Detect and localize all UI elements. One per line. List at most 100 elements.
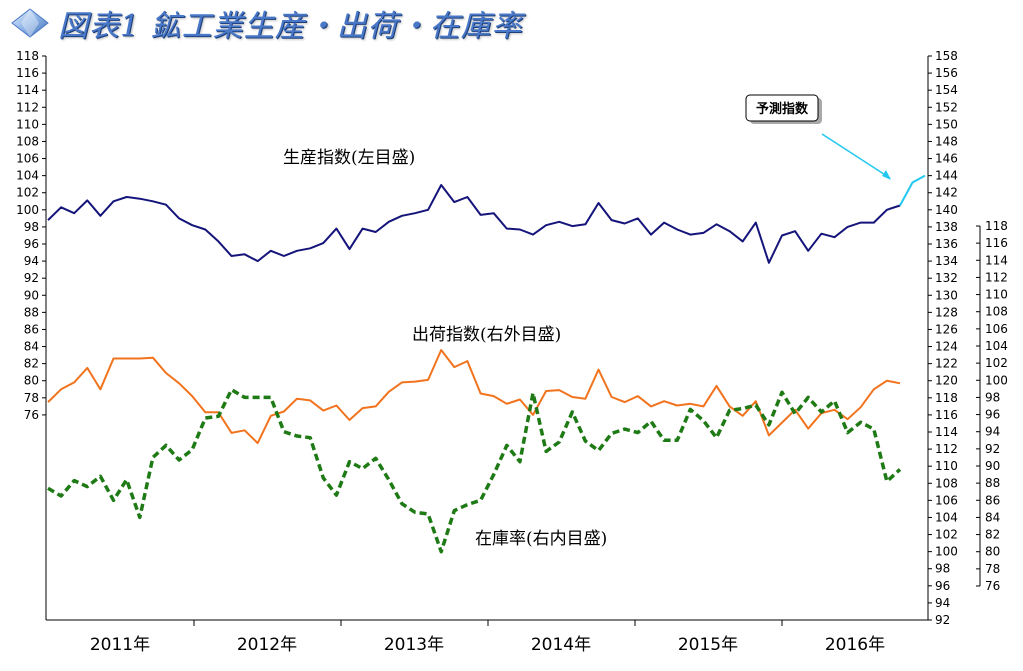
forecast-callout: 予測指数 (745, 94, 891, 180)
right-outer-tick-label: 124 (935, 340, 958, 354)
left-tick-label: 82 (24, 357, 39, 371)
page-title: 図表1 鉱工業生産・出荷・在庫率 (58, 9, 523, 44)
left-tick-label: 76 (24, 408, 39, 422)
right-inner-tick-label: 96 (985, 408, 1000, 422)
right-inner-tick-label: 98 (985, 390, 1000, 404)
right-outer-tick-label: 140 (935, 203, 958, 217)
right-outer-tick-label: 144 (935, 169, 958, 183)
right-outer-tick-label: 132 (935, 271, 958, 285)
x-tick-label: 2013年 (384, 635, 444, 655)
right-inner-tick-label: 76 (985, 579, 1000, 593)
title-bar: 図表1 鉱工業生産・出荷・在庫率 (10, 2, 523, 44)
right-outer-tick-label: 148 (935, 134, 958, 148)
right-inner-tick-label: 94 (985, 425, 1000, 439)
left-tick-label: 90 (24, 288, 39, 302)
left-tick-label: 114 (16, 83, 39, 97)
x-tick-label: 2011年 (90, 635, 150, 655)
x-tick-label: 2015年 (678, 635, 738, 655)
right-outer-tick-label: 100 (935, 545, 958, 559)
left-tick-label: 100 (16, 203, 39, 217)
left-tick-label: 116 (16, 66, 39, 80)
right-inner-tick-label: 100 (985, 373, 1008, 387)
right-inner-tick-label: 84 (985, 510, 1000, 524)
production-label: 生産指数(左目盛) (283, 148, 415, 168)
left-tick-label: 106 (16, 152, 39, 166)
right-outer-tick-label: 152 (935, 100, 958, 114)
left-tick-label: 110 (16, 117, 39, 131)
left-tick-label: 96 (24, 237, 39, 251)
right-outer-tick-label: 142 (935, 186, 958, 200)
right-inner-tick-label: 110 (985, 288, 1008, 302)
left-tick-label: 94 (24, 254, 39, 268)
right-outer-tick-label: 114 (935, 425, 958, 439)
right-outer-tick-label: 154 (935, 83, 958, 97)
left-tick-label: 112 (16, 100, 39, 114)
right-outer-tick-label: 98 (935, 562, 950, 576)
shipments-label: 出荷指数(右外目盛) (412, 325, 561, 345)
right-outer-tick-label: 138 (935, 220, 958, 234)
left-tick-label: 84 (24, 340, 39, 354)
right-inner-tick-label: 78 (985, 562, 1000, 576)
right-inner-tick-label: 108 (985, 305, 1008, 319)
right-outer-tick-label: 130 (935, 288, 958, 302)
left-tick-label: 80 (24, 374, 39, 388)
right-outer-tick-label: 110 (935, 459, 958, 473)
diamond-icon (11, 8, 49, 38)
shipments-line (47, 349, 901, 445)
right-inner-tick-label: 88 (985, 476, 1000, 490)
x-tick-label: 2016年 (825, 635, 885, 655)
right-outer-tick-label: 104 (935, 510, 958, 524)
right-outer-tick-label: 106 (935, 493, 958, 507)
left-tick-label: 86 (24, 322, 39, 336)
right-outer-tick-label: 126 (935, 322, 958, 336)
right-outer-tick-label: 116 (935, 408, 958, 422)
right-outer-tick-label: 102 (935, 528, 958, 542)
right-inner-tick-label: 114 (985, 253, 1008, 267)
right-inner-tick-label: 82 (985, 528, 1000, 542)
right-outer-tick-label: 158 (935, 49, 958, 63)
right-inner-tick-label: 90 (985, 459, 1000, 473)
left-tick-label: 98 (24, 220, 39, 234)
right-outer-tick-label: 128 (935, 305, 958, 319)
inventory-line (47, 387, 902, 554)
right-outer-tick-label: 122 (935, 357, 958, 371)
right-outer-tick-label: 92 (935, 613, 950, 627)
right-inner-tick-label: 116 (985, 236, 1008, 250)
left-tick-label: 78 (24, 391, 39, 405)
left-tick-label: 92 (24, 271, 39, 285)
right-outer-tick-label: 150 (935, 117, 958, 131)
left-tick-label: 104 (16, 169, 39, 183)
right-inner-tick-label: 104 (985, 339, 1008, 353)
right-inner-tick-label: 112 (985, 270, 1008, 284)
right-outer-tick-label: 108 (935, 476, 958, 490)
tick-layer: 76 78 80 82 84 86 88 90 92 94 96 98 100 102 104 106 108 1… (16, 49, 1008, 655)
right-outer-tick-label: 146 (935, 152, 958, 166)
right-outer-tick-label: 156 (935, 66, 958, 80)
x-tick-label: 2014年 (531, 635, 591, 655)
left-tick-label: 102 (16, 186, 39, 200)
series-layer (47, 174, 926, 554)
forecast-callout-label: 予測指数 (756, 101, 809, 117)
right-outer-tick-label: 136 (935, 237, 958, 251)
right-inner-tick-label: 102 (985, 356, 1008, 370)
inventory-label: 在庫率(右内目盛) (475, 529, 607, 549)
right-inner-tick-label: 92 (985, 442, 1000, 456)
right-inner-tick-label: 80 (985, 545, 1000, 559)
left-tick-label: 118 (16, 49, 39, 63)
right-outer-tick-label: 112 (935, 442, 958, 456)
axis-lines (45, 56, 981, 621)
right-outer-tick-label: 120 (935, 374, 958, 388)
right-inner-tick-label: 118 (985, 219, 1008, 233)
production-line (47, 184, 901, 264)
forecast-line (899, 174, 926, 206)
right-outer-tick-label: 96 (935, 579, 950, 593)
right-outer-tick-label: 94 (935, 596, 950, 610)
right-inner-tick-label: 86 (985, 493, 1000, 507)
right-inner-tick-label: 106 (985, 322, 1008, 336)
right-outer-tick-label: 118 (935, 391, 958, 405)
x-tick-label: 2012年 (237, 635, 297, 655)
left-tick-label: 88 (24, 305, 39, 319)
right-outer-tick-label: 134 (935, 254, 958, 268)
left-tick-label: 108 (16, 134, 39, 148)
